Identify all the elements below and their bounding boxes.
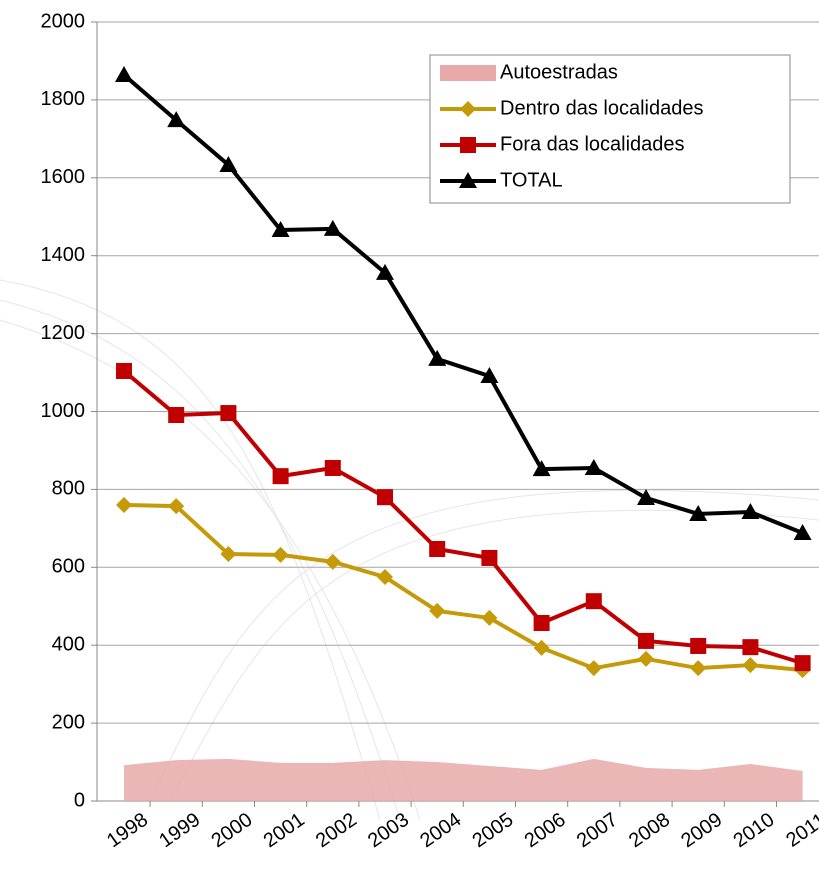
background-decor — [0, 279, 819, 821]
marker — [271, 220, 290, 237]
marker — [638, 632, 654, 649]
line — [123, 502, 803, 673]
y-tick-label: 1400 — [41, 244, 86, 266]
x-tick-label: 1999 — [155, 809, 204, 853]
marker — [324, 553, 341, 570]
x-tick-label: 2005 — [468, 809, 517, 853]
marker — [377, 569, 393, 586]
y-tick-label: 400 — [52, 633, 85, 655]
marker — [167, 111, 186, 128]
marker — [742, 639, 759, 656]
marker — [585, 593, 602, 610]
marker — [637, 488, 655, 505]
y-tick-label: 200 — [52, 711, 85, 733]
marker — [460, 137, 476, 153]
x-tick-label: 2002 — [312, 809, 361, 853]
legend-label: Dentro das localidades — [500, 97, 703, 119]
legend-swatch — [440, 65, 496, 81]
x-tick-label: 2007 — [573, 809, 622, 853]
x-tick-label: 2011 — [782, 809, 819, 852]
marker — [219, 155, 238, 172]
marker — [272, 546, 289, 563]
marker — [324, 459, 341, 476]
marker — [481, 549, 498, 566]
marker — [116, 496, 132, 513]
marker — [377, 489, 393, 506]
marker — [460, 101, 476, 117]
marker — [459, 172, 477, 188]
marker — [428, 349, 447, 366]
x-tick-label: 1998 — [103, 809, 152, 853]
x-tick-label: 2008 — [625, 809, 674, 853]
y-tick-label: 800 — [52, 478, 85, 500]
marker — [638, 650, 654, 667]
y-tick-label: 1800 — [41, 88, 86, 110]
y-tick-label: 1600 — [41, 166, 86, 188]
marker — [429, 602, 446, 619]
marker — [220, 546, 237, 563]
area — [124, 758, 803, 801]
marker — [585, 660, 602, 677]
marker — [272, 468, 289, 485]
marker — [742, 657, 759, 674]
x-tick-label: 2009 — [677, 809, 726, 853]
x-tick-label: 2004 — [416, 809, 465, 853]
marker — [689, 504, 708, 521]
marker — [690, 660, 707, 677]
x-tick-label: 2000 — [207, 809, 256, 853]
legend-label: Fora das localidades — [500, 133, 685, 155]
marker — [168, 407, 185, 424]
marker — [532, 460, 551, 477]
marker — [480, 367, 499, 384]
x-tick-label: 2006 — [521, 809, 570, 853]
marker — [741, 502, 760, 519]
marker — [323, 219, 342, 236]
y-tick-label: 0 — [74, 789, 85, 811]
marker — [481, 609, 498, 626]
line — [122, 369, 804, 666]
legend-label: TOTAL — [500, 169, 563, 191]
x-tick-label: 2001 — [260, 809, 309, 853]
line — [122, 73, 804, 535]
marker — [793, 524, 812, 541]
marker — [584, 458, 603, 475]
marker — [115, 65, 133, 82]
marker — [690, 637, 707, 654]
x-tick-label: 2003 — [364, 809, 413, 853]
marker — [794, 655, 811, 672]
marker — [533, 614, 550, 631]
marker — [429, 540, 446, 557]
y-tick-label: 1200 — [41, 322, 86, 344]
y-tick-label: 600 — [52, 556, 85, 578]
marker — [168, 498, 185, 515]
marker — [376, 263, 394, 280]
y-tick-label: 2000 — [41, 10, 86, 32]
marker — [533, 639, 550, 656]
y-tick-label: 1000 — [41, 400, 86, 422]
legend-label: Autoestradas — [500, 61, 618, 83]
marker — [116, 362, 132, 379]
x-tick-label: 2010 — [729, 809, 778, 853]
marker — [220, 405, 237, 422]
